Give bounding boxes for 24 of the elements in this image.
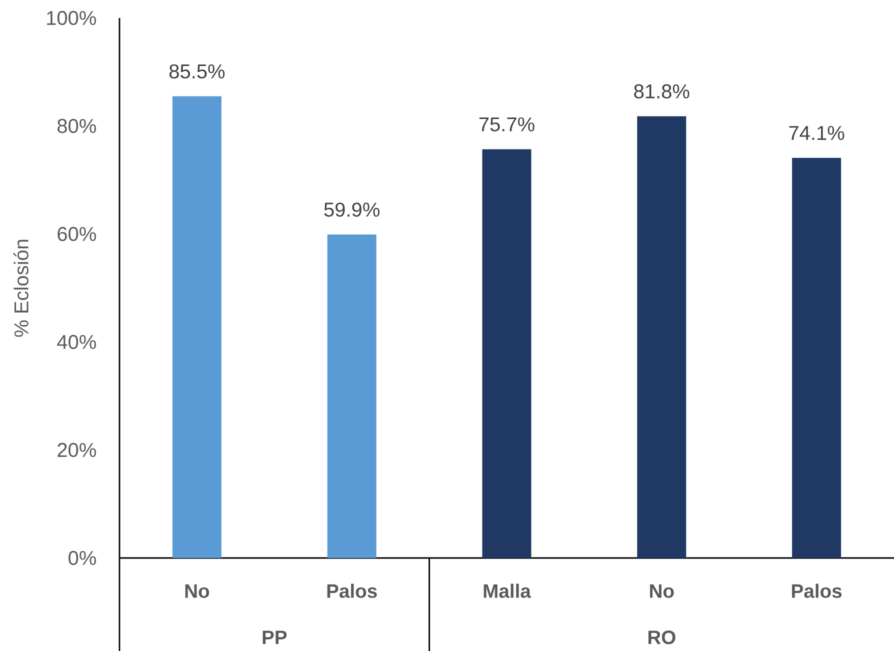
text: RO — [648, 630, 676, 644]
y-tick-label: 60% — [58, 226, 96, 242]
data-label: 85.5% — [169, 64, 225, 78]
bar — [172, 96, 222, 558]
y-tick-label: 0% — [68, 550, 96, 566]
x-tick-label: Palos — [792, 584, 842, 598]
y-tick-label: 20% — [58, 442, 96, 458]
x-tick-label: Palos — [327, 584, 377, 598]
data-label: 59.9% — [324, 202, 380, 217]
data-label: 81.8% — [634, 84, 690, 98]
x-tick-label: Malla — [484, 584, 532, 598]
bar — [482, 149, 532, 558]
bar — [792, 158, 842, 558]
y-tick-label: 100% — [47, 10, 96, 26]
data-label: 75.7% — [479, 117, 534, 132]
x-tick-label: No — [650, 584, 674, 598]
text: PP — [262, 630, 287, 644]
y-tick-label: 80% — [58, 118, 96, 134]
y-axis-title: % Eclosión — [14, 240, 28, 337]
bar — [327, 234, 376, 558]
data-label: 74.1% — [789, 126, 844, 140]
x-tick-label: No — [185, 584, 210, 598]
bar — [637, 116, 686, 558]
y-tick-label: 40% — [57, 334, 96, 350]
